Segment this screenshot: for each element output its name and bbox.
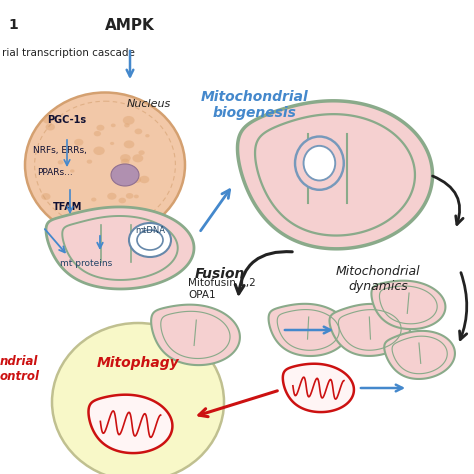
Ellipse shape	[107, 193, 117, 200]
Ellipse shape	[93, 146, 105, 155]
Text: Mitochondrial
biogenesis: Mitochondrial biogenesis	[201, 90, 309, 120]
Ellipse shape	[295, 137, 344, 190]
Ellipse shape	[131, 214, 137, 219]
Text: 1: 1	[8, 18, 18, 32]
Ellipse shape	[118, 198, 126, 203]
Ellipse shape	[124, 140, 134, 148]
Ellipse shape	[111, 164, 139, 186]
Ellipse shape	[94, 131, 101, 137]
Polygon shape	[151, 305, 240, 365]
Ellipse shape	[74, 139, 83, 146]
Ellipse shape	[134, 195, 139, 198]
Text: Nucleus: Nucleus	[127, 99, 171, 109]
Ellipse shape	[139, 176, 149, 183]
Ellipse shape	[87, 160, 92, 164]
Text: ndrial
ontrol: ndrial ontrol	[0, 355, 40, 383]
Ellipse shape	[123, 116, 135, 125]
Text: mt proteins: mt proteins	[60, 259, 112, 268]
Ellipse shape	[138, 150, 145, 155]
Polygon shape	[89, 395, 173, 453]
Ellipse shape	[70, 169, 74, 173]
Text: Fusion: Fusion	[195, 267, 246, 281]
Text: NRFs, ERRs,: NRFs, ERRs,	[33, 146, 87, 155]
Ellipse shape	[110, 142, 114, 145]
Ellipse shape	[126, 193, 134, 199]
Ellipse shape	[58, 160, 64, 164]
Ellipse shape	[121, 159, 129, 165]
Polygon shape	[269, 304, 348, 356]
Text: Mitochondrial
dynamics: Mitochondrial dynamics	[336, 265, 420, 293]
Ellipse shape	[111, 124, 116, 127]
Polygon shape	[283, 364, 354, 412]
Text: mtDNA: mtDNA	[135, 226, 165, 235]
Ellipse shape	[303, 146, 335, 181]
Ellipse shape	[132, 154, 143, 163]
Text: Mitofusin 1,2
OPA1: Mitofusin 1,2 OPA1	[188, 278, 256, 300]
Text: rial transcription cascade: rial transcription cascade	[2, 48, 135, 58]
Ellipse shape	[145, 134, 150, 137]
Ellipse shape	[91, 198, 96, 201]
Polygon shape	[372, 281, 446, 329]
Text: Mitophagy: Mitophagy	[97, 356, 179, 370]
Ellipse shape	[137, 230, 163, 250]
Ellipse shape	[133, 177, 141, 183]
Ellipse shape	[129, 223, 171, 257]
Polygon shape	[237, 101, 432, 249]
Ellipse shape	[25, 92, 185, 237]
Ellipse shape	[82, 213, 93, 221]
Ellipse shape	[46, 123, 55, 130]
Polygon shape	[384, 331, 455, 379]
Text: TFAM: TFAM	[53, 202, 82, 212]
Ellipse shape	[43, 116, 53, 124]
Text: PGC-1s: PGC-1s	[47, 115, 86, 125]
Polygon shape	[329, 304, 410, 356]
Ellipse shape	[41, 193, 51, 200]
Ellipse shape	[124, 123, 130, 128]
Text: PPARs...: PPARs...	[37, 168, 73, 177]
Ellipse shape	[52, 323, 224, 474]
Text: AMPK: AMPK	[105, 18, 155, 33]
Ellipse shape	[135, 128, 142, 134]
Ellipse shape	[96, 125, 104, 131]
Polygon shape	[46, 207, 194, 289]
Ellipse shape	[120, 154, 131, 162]
